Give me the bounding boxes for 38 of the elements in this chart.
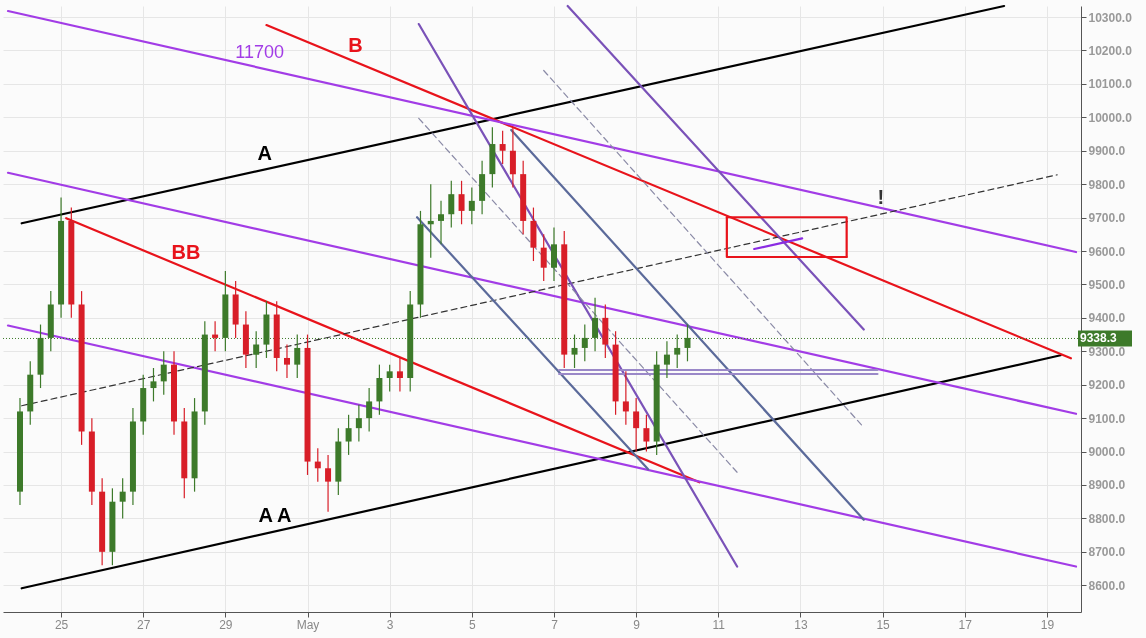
- x-tick-label: 9: [633, 617, 641, 632]
- y-tick-label: 8800.0: [1088, 511, 1126, 526]
- y-tick-label: 9500.0: [1088, 277, 1126, 292]
- x-tick-label: 11: [712, 617, 726, 632]
- x-tick-label: 13: [794, 617, 808, 632]
- x-tick-label: 27: [137, 617, 151, 632]
- x-tick-label: 5: [468, 617, 476, 632]
- y-tick-label: 10000.0: [1088, 110, 1133, 125]
- x-tick-label: 19: [1040, 617, 1055, 632]
- y-tick-label: 8600.0: [1088, 578, 1126, 593]
- x-tick-label: 17: [958, 617, 973, 632]
- y-tick-label: 8900.0: [1088, 478, 1126, 493]
- annotation: A: [257, 141, 272, 164]
- y-tick-label: 9800.0: [1088, 177, 1126, 192]
- x-tick-label: 3: [386, 617, 394, 632]
- annotation: B: [348, 33, 363, 56]
- y-tick-label: 9200.0: [1088, 378, 1126, 393]
- y-tick-label: 10300.0: [1088, 10, 1133, 25]
- y-tick-label: 9900.0: [1088, 144, 1126, 159]
- ref-line-label: 9338.3: [1080, 331, 1118, 346]
- annotation: !: [877, 186, 885, 209]
- x-tick-label: 15: [876, 617, 891, 632]
- y-tick-label: 10100.0: [1088, 77, 1133, 92]
- y-tick-label: 9400.0: [1088, 311, 1126, 326]
- y-tick-label: 8700.0: [1088, 545, 1126, 560]
- y-tick-label: 10200.0: [1088, 43, 1133, 58]
- x-tick-label: 29: [219, 617, 233, 632]
- annotation: 11700: [235, 41, 284, 62]
- y-tick-label: 9000.0: [1088, 445, 1126, 460]
- annotation: BB: [171, 240, 201, 263]
- x-tick-label: May: [296, 617, 320, 632]
- y-tick-label: 9300.0: [1088, 344, 1126, 359]
- y-tick-label: 9100.0: [1088, 411, 1126, 426]
- y-tick-label: 9700.0: [1088, 211, 1126, 226]
- x-tick-label: 7: [551, 617, 559, 632]
- annotation: A A: [258, 503, 292, 526]
- x-tick-label: 25: [54, 617, 69, 632]
- y-tick-label: 9600.0: [1088, 244, 1126, 259]
